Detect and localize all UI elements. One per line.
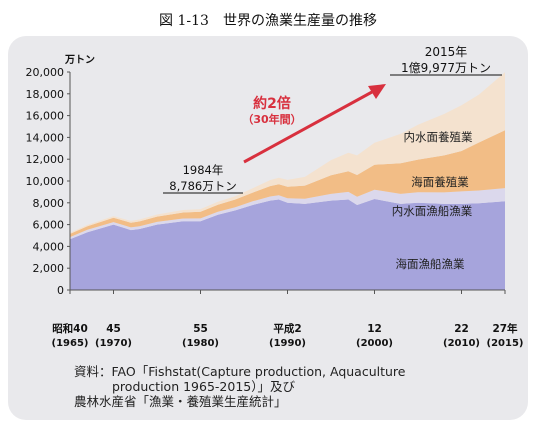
series-label-4: 内水面養殖業 <box>404 130 473 144</box>
x-tick-sublabel: (2000) <box>356 338 393 349</box>
y-tick-label: 20,000 <box>26 66 65 79</box>
growth-arrow-shaft <box>243 90 373 164</box>
y-tick-label: 16,000 <box>26 110 65 123</box>
y-tick-label: 6,000 <box>33 219 65 232</box>
area-series-group <box>70 72 505 290</box>
x-tick-label: 平成2 <box>273 322 301 335</box>
series-label-1: 海面漁船漁業 <box>396 257 465 271</box>
growth-arrow-head <box>368 84 386 99</box>
x-tick-sublabel: (1980) <box>182 338 219 349</box>
x-tick-sublabel: (1965) <box>52 338 89 349</box>
axes-group: 0 2,000 4,000 6,000 8,000 10,000 12,000 14,000 1… <box>26 54 524 349</box>
source-line-1: 資料：FAO「Fishstat(Capture production, Aqua… <box>74 364 406 379</box>
area-series-2 <box>70 188 505 240</box>
x-tick-label: 55 <box>193 323 208 335</box>
area-series-1 <box>70 199 505 290</box>
area-series-3 <box>70 130 505 238</box>
annotation-end-year: 2015年 <box>425 45 468 59</box>
x-tick-sublabel: (2015) <box>487 338 524 349</box>
x-tick-sublabel: (1970) <box>95 338 132 349</box>
y-tick-label: 2,000 <box>33 262 65 275</box>
x-tick-label: 27年 <box>492 322 518 335</box>
series-label-3: 海面養殖業 <box>411 175 469 189</box>
annotation-start-year: 1984年 <box>183 163 224 177</box>
y-tick-label: 10,000 <box>26 175 65 188</box>
x-tick-sublabel: (1990) <box>269 338 306 349</box>
figure-title: 図 1-13 世界の漁業生産量の推移 <box>159 13 377 29</box>
annotation-end-value: 1億9,977万トン <box>401 61 491 75</box>
growth-label: 約2倍 <box>253 95 291 112</box>
x-tick-sublabel: (2010) <box>443 338 480 349</box>
y-tick-label: 4,000 <box>33 240 65 253</box>
x-tick-label: 45 <box>106 323 121 335</box>
y-tick-label: 14,000 <box>26 131 65 144</box>
annotation-start-value: 8,786万トン <box>169 179 236 193</box>
x-tick-label: 12 <box>367 323 382 335</box>
growth-sublabel: （30年間） <box>242 112 301 126</box>
area-series-4 <box>70 72 505 234</box>
source-line-2: production 1965-2015）」及び <box>112 379 295 394</box>
source-note: 資料：FAO「Fishstat(Capture production, Aqua… <box>74 364 494 409</box>
y-tick-label: 18,000 <box>26 88 65 101</box>
y-tick-label: 0 <box>57 284 64 297</box>
y-tick-label: 8,000 <box>33 197 65 210</box>
x-tick-label: 昭和40 <box>52 322 88 335</box>
x-tick-label: 22 <box>454 323 469 335</box>
y-unit-label: 万トン <box>64 54 95 66</box>
y-tick-label: 12,000 <box>26 153 65 166</box>
source-line-3: 農林水産省「漁業・養殖業生産統計」 <box>74 394 287 409</box>
series-label-2: 内水面漁船漁業 <box>392 204 473 218</box>
